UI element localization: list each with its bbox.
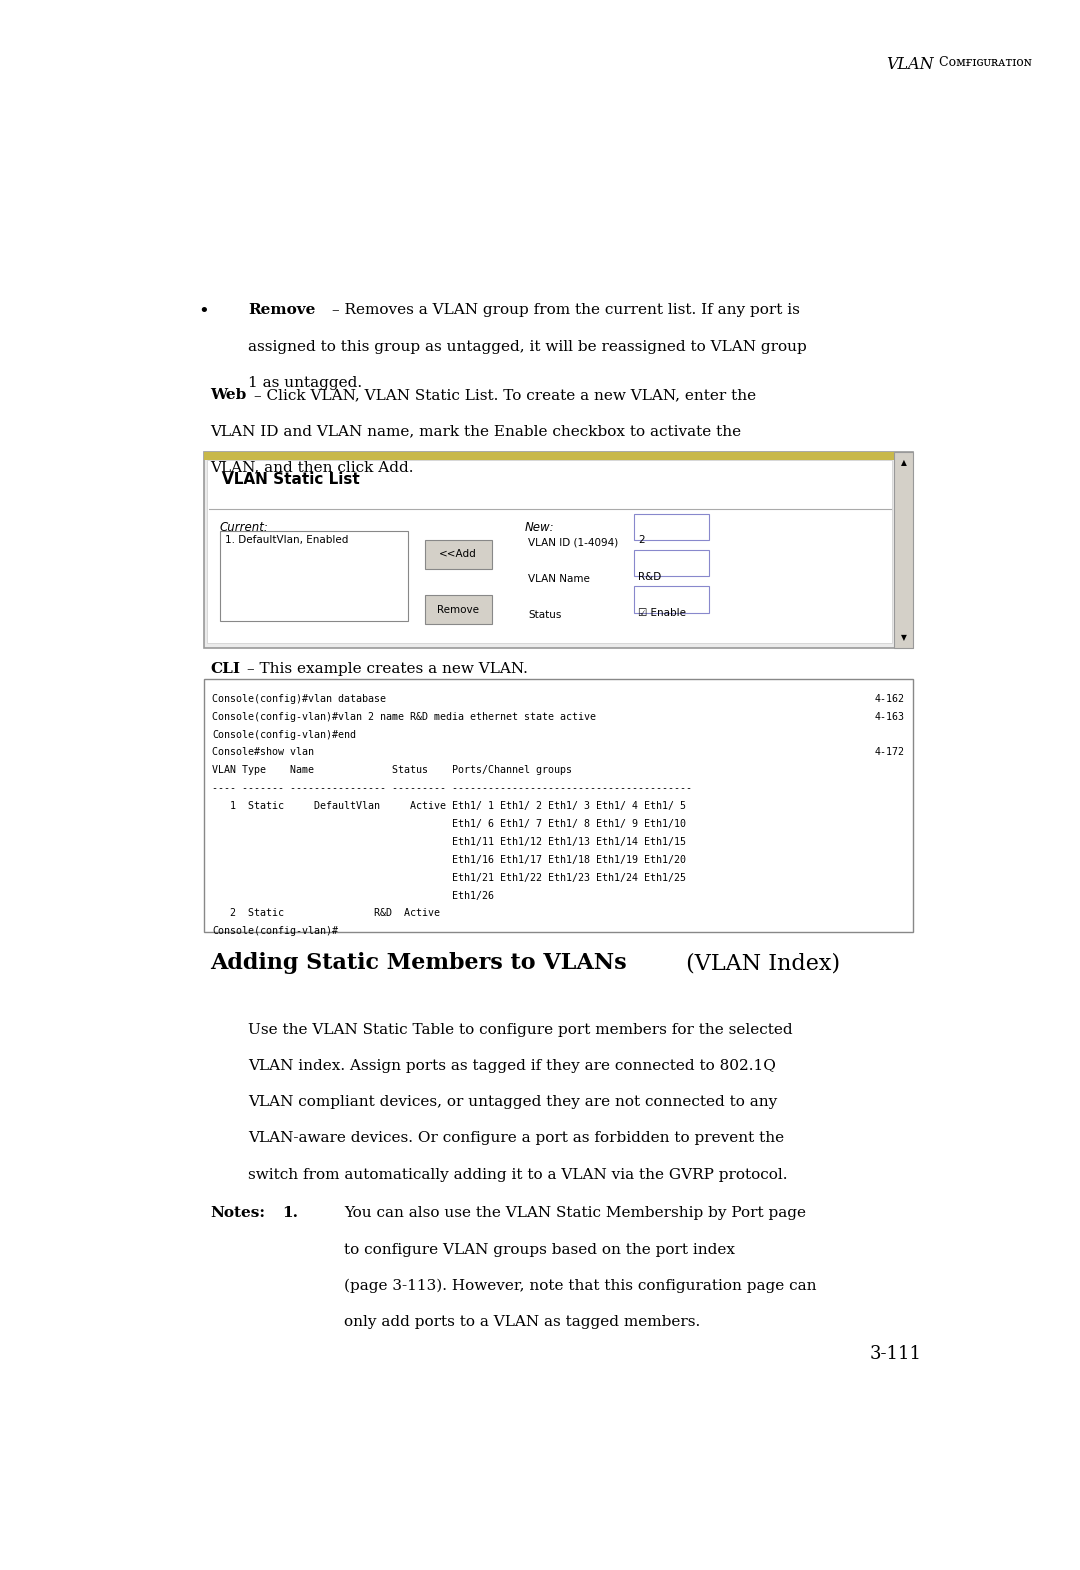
Text: Console#show vlan: Console#show vlan: [212, 747, 314, 757]
Text: Remove: Remove: [248, 303, 315, 317]
Text: Eth1/21 Eth1/22 Eth1/23 Eth1/24 Eth1/25: Eth1/21 Eth1/22 Eth1/23 Eth1/24 Eth1/25: [212, 873, 686, 882]
Bar: [204, 680, 914, 933]
Text: (VLAN Index): (VLAN Index): [679, 953, 840, 975]
Text: 2: 2: [638, 535, 645, 545]
Text: Current:: Current:: [219, 521, 269, 534]
Text: VLAN, and then click Add.: VLAN, and then click Add.: [211, 460, 414, 474]
Text: assigned to this group as untagged, it will be reassigned to VLAN group: assigned to this group as untagged, it w…: [248, 339, 807, 353]
Text: Eth1/16 Eth1/17 Eth1/18 Eth1/19 Eth1/20: Eth1/16 Eth1/17 Eth1/18 Eth1/19 Eth1/20: [212, 854, 686, 865]
Text: Adding Static Members to VLANs: Adding Static Members to VLANs: [211, 953, 627, 975]
Text: – Removes a VLAN group from the current list. If any port is: – Removes a VLAN group from the current …: [332, 303, 799, 317]
Bar: [424, 595, 491, 625]
Bar: [894, 452, 914, 648]
Text: Eth1/11 Eth1/12 Eth1/13 Eth1/14 Eth1/15: Eth1/11 Eth1/12 Eth1/13 Eth1/14 Eth1/15: [212, 837, 686, 846]
Text: VLAN ID (1-4094): VLAN ID (1-4094): [528, 539, 619, 548]
Text: 4-162: 4-162: [875, 694, 905, 703]
Text: •: •: [198, 303, 208, 322]
Text: 2  Static               R&D  Active: 2 Static R&D Active: [212, 909, 440, 918]
Text: Console(config-vlan)#end: Console(config-vlan)#end: [212, 730, 356, 739]
Bar: [219, 531, 408, 622]
Bar: [634, 513, 710, 540]
Text: Notes:: Notes:: [211, 1206, 266, 1220]
Bar: [204, 452, 914, 460]
Text: 1  Static     DefaultVlan     Active Eth1/ 1 Eth1/ 2 Eth1/ 3 Eth1/ 4 Eth1/ 5: 1 Static DefaultVlan Active Eth1/ 1 Eth1…: [212, 801, 686, 812]
Text: Remove: Remove: [437, 604, 480, 615]
Text: Console(config)#vlan database: Console(config)#vlan database: [212, 694, 386, 703]
Text: only add ports to a VLAN as tagged members.: only add ports to a VLAN as tagged membe…: [345, 1316, 701, 1330]
Text: CLI: CLI: [211, 663, 241, 677]
Text: You can also use the VLAN Static Membership by Port page: You can also use the VLAN Static Members…: [345, 1206, 807, 1220]
Text: 3-111: 3-111: [869, 1345, 922, 1363]
Text: <<Add: <<Add: [440, 550, 477, 559]
Text: VLAN Static List: VLAN Static List: [222, 473, 360, 488]
Text: VLAN Type    Name             Status    Ports/Channel groups: VLAN Type Name Status Ports/Channel grou…: [212, 765, 572, 776]
Bar: [634, 586, 710, 612]
Text: R&D: R&D: [638, 571, 661, 581]
Text: Web: Web: [211, 388, 246, 402]
Text: 4-163: 4-163: [875, 711, 905, 722]
Text: Eth1/26: Eth1/26: [212, 890, 494, 901]
Text: – This example creates a new VLAN.: – This example creates a new VLAN.: [247, 663, 528, 677]
Text: Use the VLAN Static Table to configure port members for the selected: Use the VLAN Static Table to configure p…: [248, 1022, 793, 1036]
Text: to configure VLAN groups based on the port index: to configure VLAN groups based on the po…: [345, 1242, 735, 1256]
Text: VLAN index. Assign ports as tagged if they are connected to 802.1Q: VLAN index. Assign ports as tagged if th…: [248, 1058, 775, 1072]
Text: ▲: ▲: [901, 458, 907, 466]
Text: switch from automatically adding it to a VLAN via the GVRP protocol.: switch from automatically adding it to a…: [248, 1168, 787, 1182]
Bar: [204, 452, 914, 648]
Text: 1.: 1.: [282, 1206, 298, 1220]
Text: 1. DefaultVlan, Enabled: 1. DefaultVlan, Enabled: [225, 535, 348, 545]
Text: ---- ------- ---------------- --------- ----------------------------------------: ---- ------- ---------------- --------- …: [212, 783, 692, 793]
Text: – Click VLAN, VLAN Static List. To create a new VLAN, enter the: – Click VLAN, VLAN Static List. To creat…: [254, 388, 756, 402]
Bar: [207, 460, 892, 644]
Text: ▼: ▼: [901, 633, 907, 642]
Text: 1 as untagged.: 1 as untagged.: [248, 375, 362, 389]
Text: VLAN: VLAN: [887, 55, 934, 72]
Text: Console(config-vlan)#vlan 2 name R&D media ethernet state active: Console(config-vlan)#vlan 2 name R&D med…: [212, 711, 596, 722]
Text: ☑ Enable: ☑ Enable: [638, 608, 686, 619]
Text: Console(config-vlan)#: Console(config-vlan)#: [212, 926, 338, 936]
Bar: [634, 550, 710, 576]
Bar: [424, 540, 491, 568]
Text: Cᴏᴍғɪɢᴜʀᴀᴛɪᴏɴ: Cᴏᴍғɪɢᴜʀᴀᴛɪᴏɴ: [935, 55, 1032, 69]
Text: New:: New:: [525, 521, 555, 534]
Text: VLAN ID and VLAN name, mark the Enable checkbox to activate the: VLAN ID and VLAN name, mark the Enable c…: [211, 424, 742, 438]
Text: VLAN-aware devices. Or configure a port as forbidden to prevent the: VLAN-aware devices. Or configure a port …: [248, 1132, 784, 1146]
Text: Status: Status: [528, 611, 562, 620]
Text: VLAN compliant devices, or untagged they are not connected to any: VLAN compliant devices, or untagged they…: [248, 1096, 778, 1108]
Text: Eth1/ 6 Eth1/ 7 Eth1/ 8 Eth1/ 9 Eth1/10: Eth1/ 6 Eth1/ 7 Eth1/ 8 Eth1/ 9 Eth1/10: [212, 820, 686, 829]
Text: 4-172: 4-172: [875, 747, 905, 757]
Text: (page 3-113). However, note that this configuration page can: (page 3-113). However, note that this co…: [345, 1280, 816, 1294]
Text: VLAN Name: VLAN Name: [528, 575, 591, 584]
